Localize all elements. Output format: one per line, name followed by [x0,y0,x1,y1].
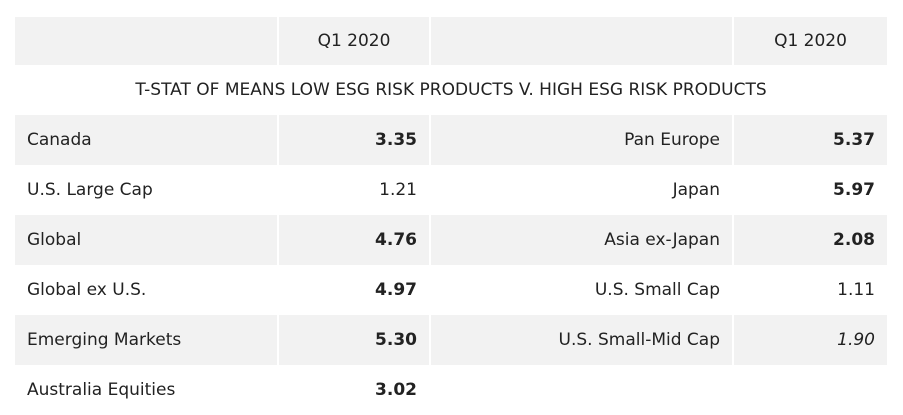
cell: 2.08 [732,215,887,265]
cell: Emerging Markets [15,315,278,365]
header-cell [15,17,278,65]
row: Australia Equities 3.02 [15,365,887,415]
header-row: Q1 2020 Q1 2020 [15,17,887,65]
row: Global 4.76 Asia ex-Japan 2.08 [15,215,887,265]
row: Emerging Markets 5.30 U.S. Small-Mid Cap… [15,315,887,365]
cell: Global [15,215,278,265]
row: Canada 3.35 Pan Europe 5.37 [15,115,887,165]
cell: 3.02 [277,365,430,415]
title-row: T-STAT OF MEANS LOW ESG RISK PRODUCTS V.… [15,65,887,115]
cell: 4.97 [277,265,430,315]
data-table: Q1 2020 Q1 2020 T-STAT OF MEANS LOW ESG … [15,17,887,415]
cell: U.S. Large Cap [27,180,153,200]
cell: Japan [429,165,733,215]
cell: Australia Equities [27,380,176,400]
cell: Canada [15,115,278,165]
cell: 1.11 [732,265,887,315]
cell: 5.37 [732,115,887,165]
cell: 5.97 [732,165,887,215]
cell: Global ex U.S. [27,280,147,300]
cell: 5.30 [277,315,430,365]
header-cell: Q1 2020 [732,17,887,65]
table-title: T-STAT OF MEANS LOW ESG RISK PRODUCTS V.… [135,80,767,100]
cell: Pan Europe [429,115,733,165]
cell: 3.35 [277,115,430,165]
cell: U.S. Small-Mid Cap [429,315,733,365]
row: U.S. Large Cap 1.21 Japan 5.97 [15,165,887,215]
cell [429,365,733,415]
cell [732,365,887,415]
cell: 4.76 [277,215,430,265]
cell: 1.21 [277,165,430,215]
header-cell [429,17,733,65]
cell: 1.90 [732,315,887,365]
header-cell: Q1 2020 [277,17,430,65]
row: Global ex U.S. 4.97 U.S. Small Cap 1.11 [15,265,887,315]
cell: Asia ex-Japan [429,215,733,265]
cell: U.S. Small Cap [429,265,733,315]
